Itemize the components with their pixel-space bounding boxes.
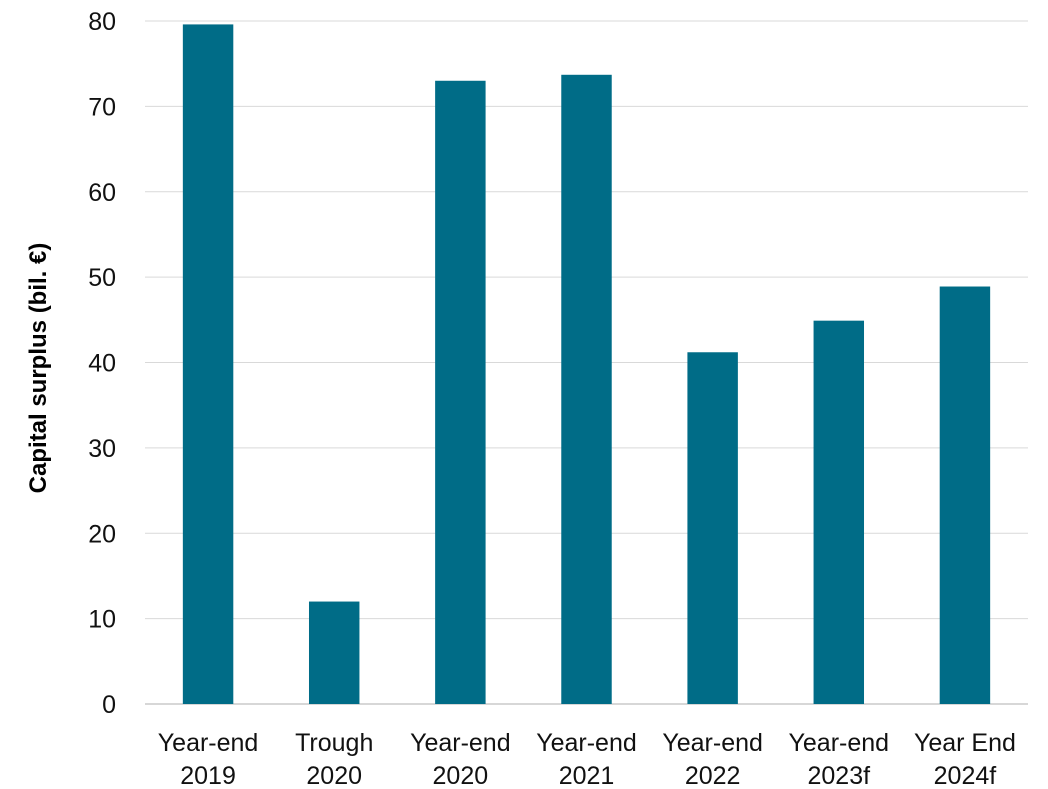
bar: [939, 286, 991, 704]
x-tick-label-line: Year-end: [536, 729, 637, 757]
x-tick-label: Year-end 2019: [158, 729, 259, 789]
y-tick-label: 50: [88, 264, 116, 292]
x-tick-label: Year End 2024f: [914, 729, 1016, 789]
bar: [182, 24, 234, 705]
x-tick-label: Year-end 2022: [662, 729, 763, 789]
y-axis-title: Capital surplus (bil. €): [25, 243, 52, 494]
x-tick-label-line: 2022: [685, 762, 741, 789]
y-tick-label: 30: [88, 435, 116, 463]
x-tick-label-line: 2021: [559, 762, 615, 789]
x-tick-label-line: 2020: [433, 762, 489, 789]
x-tick-label-line: Year End: [914, 729, 1016, 757]
bar: [435, 80, 486, 704]
x-tick-label-line: Year-end: [158, 729, 259, 757]
x-tick-label-line: 2024f: [934, 762, 997, 789]
y-tick-label: 60: [88, 179, 116, 207]
x-tick-label-line: 2020: [306, 762, 362, 789]
bar: [813, 320, 865, 704]
x-tick-label: Year-end 2021: [536, 729, 637, 789]
x-tick-label: Year-end 2020: [410, 729, 511, 789]
x-tick-label-line: Trough: [295, 729, 373, 757]
x-tick-label-line: Year-end: [410, 729, 511, 757]
y-axis-ticks: 0 10 20 30 40 50 60 70 80: [88, 8, 116, 719]
y-tick-label: 10: [88, 606, 116, 634]
bar: [308, 601, 360, 704]
bar: [561, 74, 612, 704]
y-tick-label: 80: [88, 8, 116, 36]
y-tick-label: 0: [102, 691, 116, 719]
bars: [182, 24, 991, 705]
x-tick-label: Trough 2020: [295, 729, 373, 789]
x-tick-label-line: 2019: [180, 762, 236, 789]
bar: [687, 352, 738, 704]
y-tick-label: 20: [88, 520, 116, 548]
y-tick-label: 70: [88, 93, 116, 121]
x-tick-label-line: Year-end: [789, 729, 890, 757]
x-tick-label-line: 2023f: [808, 762, 871, 789]
y-tick-label: 40: [88, 350, 116, 378]
x-tick-label-line: Year-end: [662, 729, 763, 757]
x-tick-label: Year-end 2023f: [789, 729, 890, 789]
